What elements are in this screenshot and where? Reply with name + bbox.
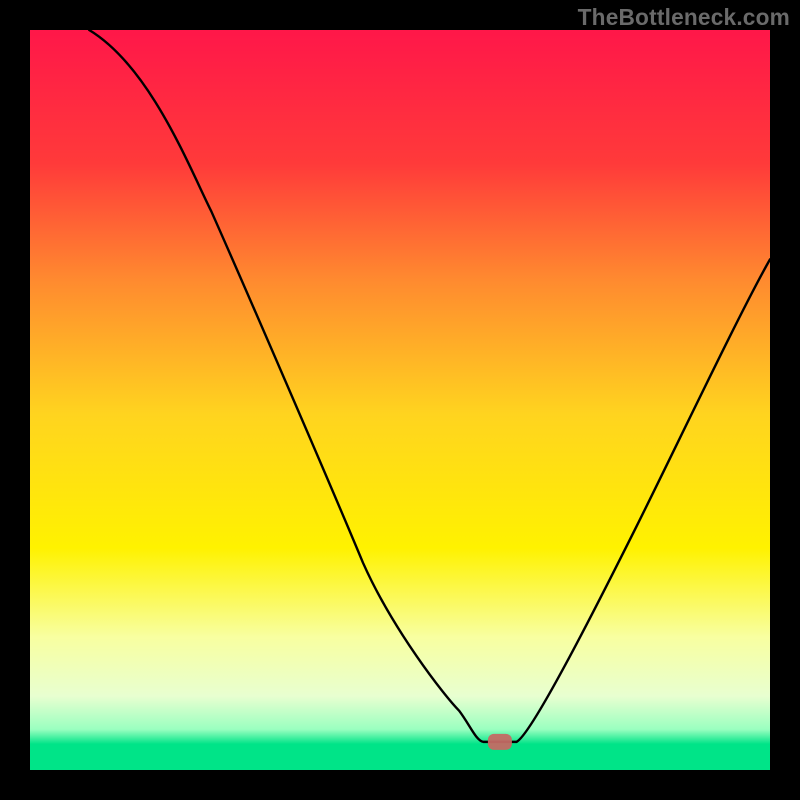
plot-area [30,30,770,770]
watermark-text: TheBottleneck.com [578,4,790,31]
bottleneck-chart [0,0,800,800]
optimal-point-marker [488,734,512,750]
chart-container: TheBottleneck.com [0,0,800,800]
